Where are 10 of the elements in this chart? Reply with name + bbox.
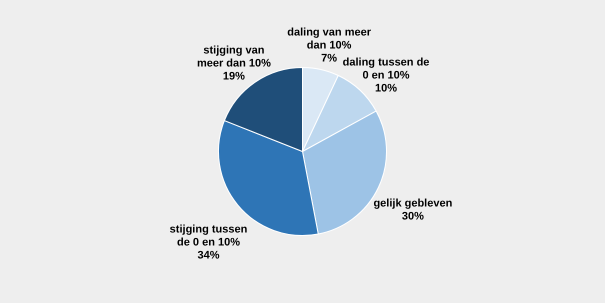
slice-label: gelijk gebleven bbox=[373, 197, 453, 210]
data-label: 7% bbox=[321, 52, 338, 64]
slice-label: daling van meer dan 10% bbox=[287, 26, 372, 52]
data-label: 19% bbox=[222, 70, 246, 83]
slice-label: stijging van meer dan 10% bbox=[196, 44, 272, 70]
slice-label: stijging tussen de 0 en 10% bbox=[170, 223, 248, 248]
data-label: 10% bbox=[375, 82, 398, 95]
data-label: 34% bbox=[197, 249, 220, 262]
slice-label: daling tussen de 0 en 10% bbox=[342, 56, 430, 82]
data-label: 30% bbox=[402, 210, 424, 222]
